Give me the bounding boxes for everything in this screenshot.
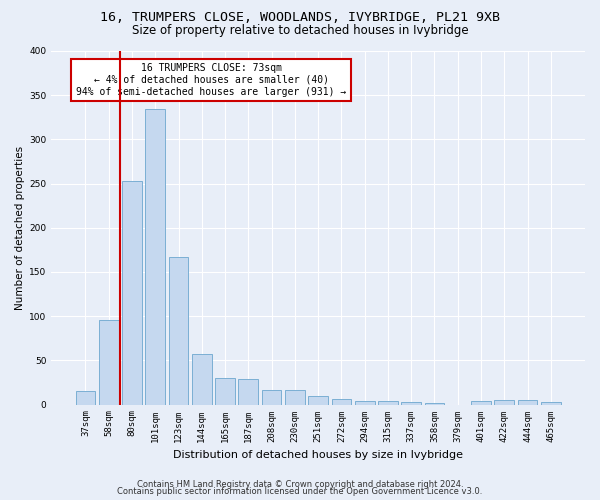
Bar (145, 110, 165, 405)
Text: Contains public sector information licensed under the Open Government Licence v3: Contains public sector information licen… (118, 487, 482, 496)
Bar (355, 401, 374, 404)
Text: 16, TRUMPERS CLOSE, WOODLANDS, IVYBRIDGE, PL21 9XB: 16, TRUMPERS CLOSE, WOODLANDS, IVYBRIDGE… (100, 11, 500, 24)
Bar (401, 402, 421, 404)
Bar (238, 379, 258, 404)
Text: Size of property relative to detached houses in Ivybridge: Size of property relative to detached ho… (131, 24, 469, 37)
Bar (332, 400, 352, 404)
Bar (518, 400, 538, 404)
X-axis label: Distribution of detached houses by size in Ivybridge: Distribution of detached houses by size … (173, 450, 463, 460)
Bar (76, 392, 95, 404)
Bar (122, 181, 142, 404)
Text: 16 TRUMPERS CLOSE: 73sqm
← 4% of detached houses are smaller (40)
94% of semi-de: 16 TRUMPERS CLOSE: 73sqm ← 4% of detache… (76, 64, 347, 96)
Bar (541, 402, 561, 404)
Bar (99, 320, 119, 404)
Bar (494, 400, 514, 404)
Bar (378, 401, 398, 404)
Bar (192, 354, 212, 405)
Bar (285, 390, 305, 404)
Y-axis label: Number of detached properties: Number of detached properties (15, 146, 25, 310)
Bar (169, 257, 188, 404)
Bar (471, 401, 491, 404)
Bar (262, 390, 281, 404)
Text: Contains HM Land Registry data © Crown copyright and database right 2024.: Contains HM Land Registry data © Crown c… (137, 480, 463, 489)
Bar (308, 396, 328, 404)
Bar (215, 378, 235, 404)
Bar (425, 403, 445, 404)
